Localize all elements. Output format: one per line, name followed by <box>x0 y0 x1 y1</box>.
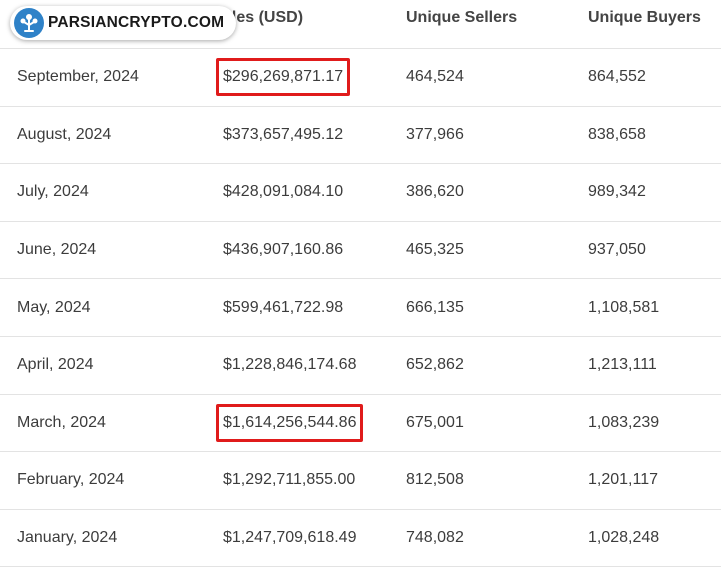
unique-buyers-cell: 1,083,239 <box>588 413 660 431</box>
table-row: August, 2024 $373,657,495.12 377,966 838,65… <box>0 107 721 165</box>
parsiancrypto-logo: PARSIANCRYPTO.COM <box>10 6 236 40</box>
sales-cell: $373,657,495.12 <box>223 125 344 143</box>
unique-buyers-cell: 1,108,581 <box>588 298 660 316</box>
unique-sellers-cell: 812,508 <box>406 471 464 489</box>
unique-sellers-cell: 377,966 <box>406 125 464 143</box>
header-sales: ales (USD) <box>223 9 304 26</box>
unique-buyers-cell: 989,342 <box>588 183 646 201</box>
table-row: May, 2024 $599,461,722.98 666,135 1,108,581 <box>0 279 721 337</box>
month-cell: January, 2024 <box>17 529 118 547</box>
month-cell: May, 2024 <box>17 298 91 316</box>
sales-cell: $599,461,722.98 <box>223 298 344 316</box>
sales-cell: $1,228,846,174.68 <box>223 356 357 374</box>
header-unique-sellers: Unique Sellers <box>406 9 518 26</box>
month-cell: February, 2024 <box>17 471 125 489</box>
table-row: March, 2024 $1,614,256,544.86 675,001 1,083… <box>0 395 721 453</box>
table-row: February, 2024 $1,292,711,855.00 812,508 1,… <box>0 452 721 510</box>
header-unique-buyers: Unique Buyers <box>588 9 701 26</box>
sales-cell: $296,269,871.17 <box>223 68 344 86</box>
month-cell: September, 2024 <box>17 68 139 86</box>
logo-text: PARSIANCRYPTO.COM <box>48 14 225 31</box>
month-cell: March, 2024 <box>17 413 106 431</box>
month-cell: August, 2024 <box>17 125 112 143</box>
unique-buyers-cell: 1,213,111 <box>588 356 657 374</box>
unique-buyers-cell: 937,050 <box>588 241 646 259</box>
month-cell: July, 2024 <box>17 183 89 201</box>
unique-sellers-cell: 666,135 <box>406 298 464 316</box>
unique-buyers-cell: 838,658 <box>588 125 646 143</box>
unique-sellers-cell: 465,325 <box>406 241 464 259</box>
sales-cell: $436,907,160.86 <box>223 241 344 259</box>
table-row: June, 2024 $436,907,160.86 465,325 937,050 <box>0 222 721 280</box>
month-cell: June, 2024 <box>17 241 97 259</box>
sales-cell: $1,292,711,855.00 <box>223 471 356 489</box>
table-row: July, 2024 $428,091,084.10 386,620 989,342 <box>0 164 721 222</box>
unique-sellers-cell: 652,862 <box>406 356 464 374</box>
tree-icon <box>14 8 44 38</box>
unique-buyers-cell: 1,201,117 <box>588 471 658 489</box>
sales-cell: $428,091,084.10 <box>223 183 344 201</box>
table-body: September, 2024 $296,269,871.17 464,524 864… <box>0 49 721 568</box>
table-header: ales (USD) Unique Sellers Unique Buyers <box>0 0 721 49</box>
table-row: January, 2024 $1,247,709,618.49 748,082 1,0… <box>0 510 721 568</box>
month-cell: April, 2024 <box>17 356 94 374</box>
highlight-box <box>216 403 364 442</box>
table-row: September, 2024 $296,269,871.17 464,524 864… <box>0 49 721 107</box>
unique-sellers-cell: 675,001 <box>406 413 464 431</box>
table-row: April, 2024 $1,228,846,174.68 652,862 1,213… <box>0 337 721 395</box>
sales-cell: $1,247,709,618.49 <box>223 529 357 547</box>
unique-buyers-cell: 1,028,248 <box>588 529 660 547</box>
unique-sellers-cell: 748,082 <box>406 529 464 547</box>
unique-buyers-cell: 864,552 <box>588 68 646 86</box>
unique-sellers-cell: 386,620 <box>406 183 464 201</box>
sales-cell: $1,614,256,544.86 <box>223 413 357 431</box>
unique-sellers-cell: 464,524 <box>406 68 464 86</box>
highlight-box <box>216 58 351 97</box>
